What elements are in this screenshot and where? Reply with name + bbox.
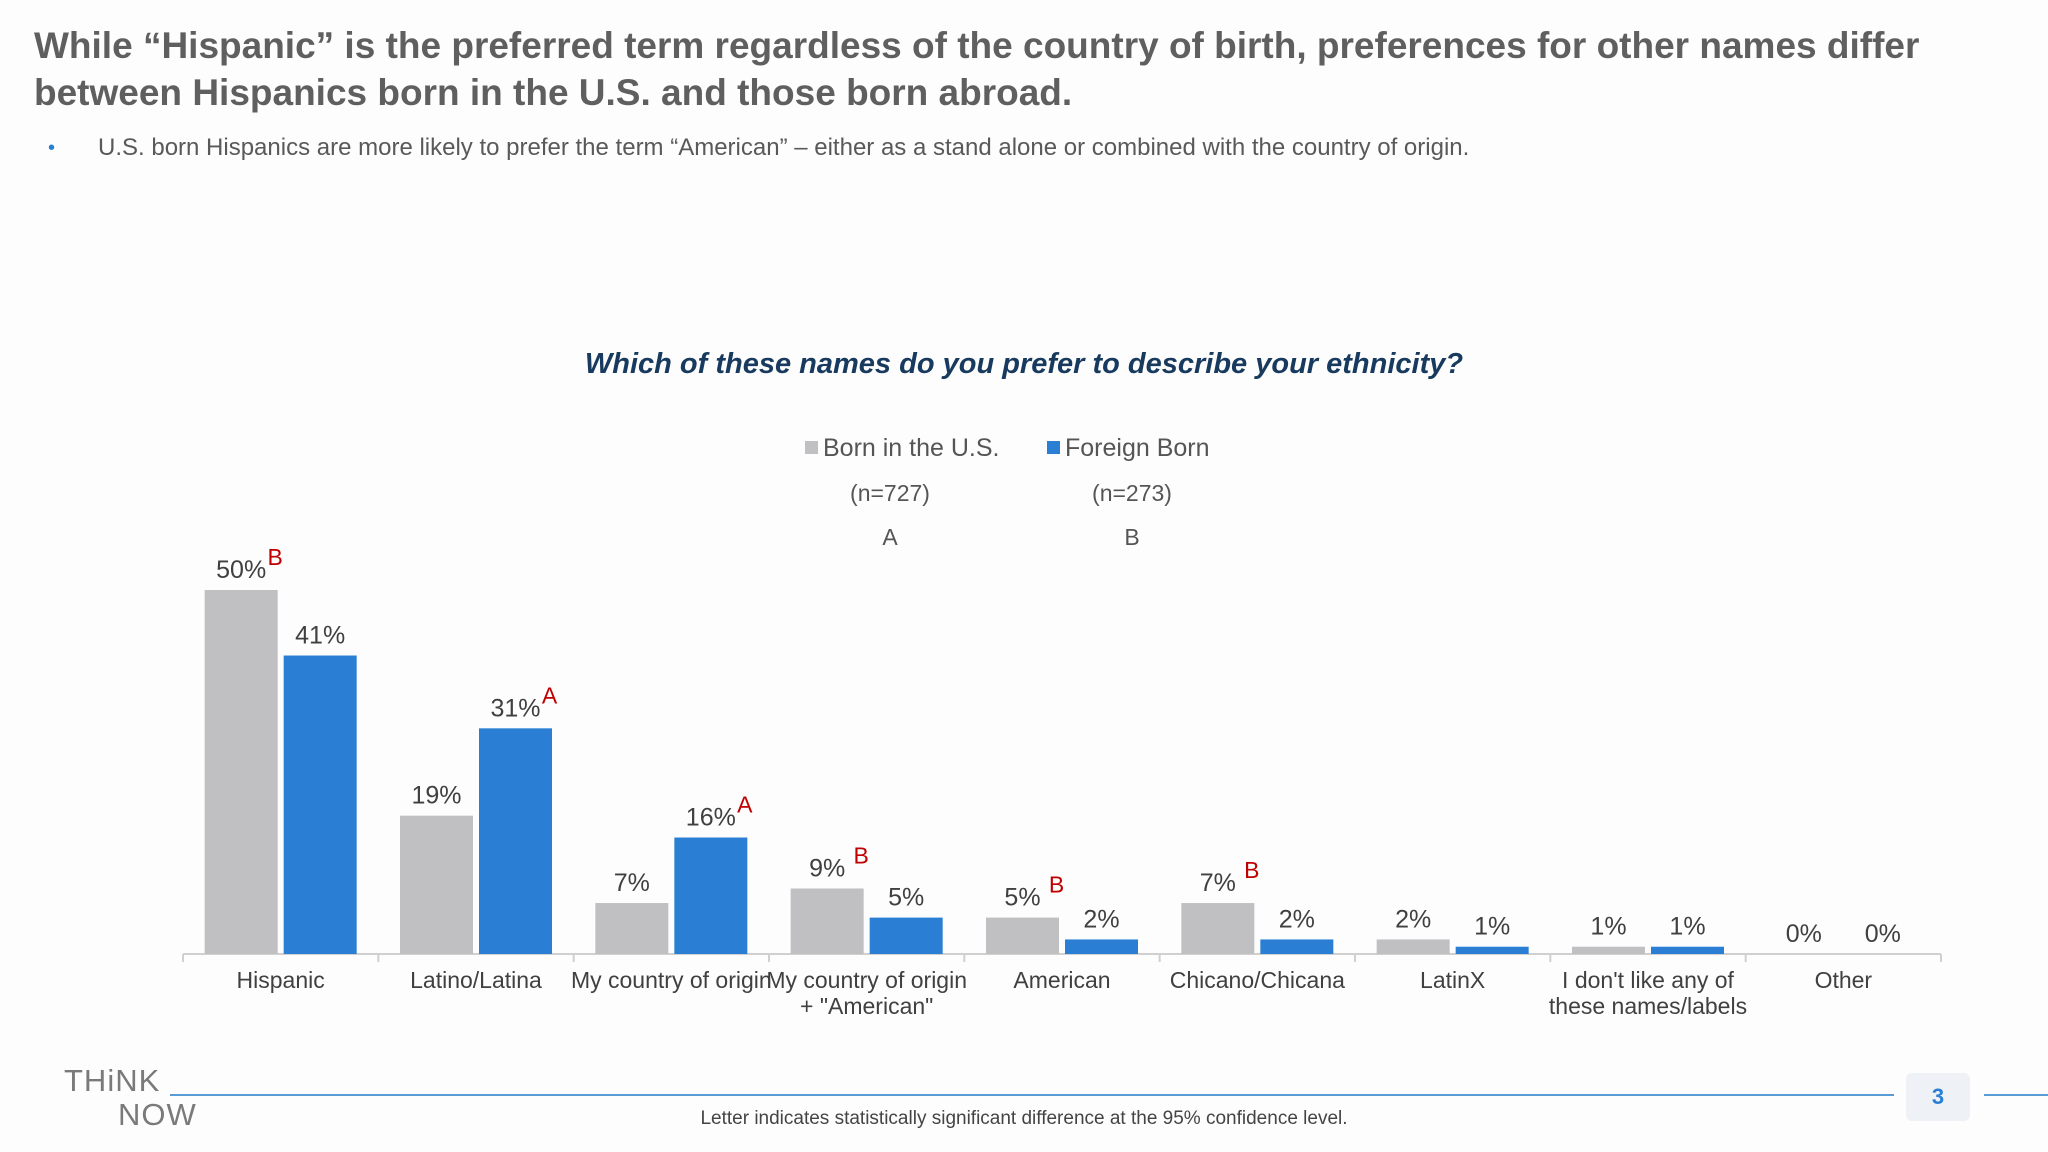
legend-label: Born in the U.S.	[823, 434, 999, 462]
data-label: 41%	[295, 622, 345, 650]
slide-headline: While “Hispanic” is the preferred term r…	[34, 25, 1920, 113]
significance-letter: B	[1049, 872, 1064, 898]
legend-label: Foreign Born	[1065, 434, 1210, 462]
bar-foreign-born	[1260, 939, 1334, 954]
bullet-icon: •	[48, 137, 56, 159]
legend-swatch	[805, 441, 818, 454]
data-label: 0%	[1786, 920, 1822, 948]
data-label: 1%	[1474, 913, 1510, 941]
data-label: 2%	[1083, 905, 1119, 933]
bar-foreign-born	[1455, 946, 1529, 954]
bar-foreign-born	[1651, 946, 1724, 954]
logo-line-2: NOW	[118, 1097, 197, 1132]
category-label: I don't like any of	[1562, 967, 1734, 993]
chart-title: Which of these names do you prefer to de…	[584, 348, 1464, 380]
category-label: My country of origin	[571, 967, 772, 993]
data-label: 5%	[1004, 884, 1040, 912]
significance-letter: B	[853, 842, 868, 868]
significance-letter: B	[267, 544, 282, 570]
page-number: 3	[1906, 1073, 1970, 1121]
data-label: 1%	[1590, 913, 1626, 941]
legend-sample-size: (n=273)	[1092, 480, 1172, 506]
bar-born-us	[1572, 946, 1645, 954]
data-label: 19%	[411, 782, 461, 810]
bar-born-us	[204, 590, 278, 954]
category-label: these names/labels	[1549, 993, 1747, 1019]
bar-born-us	[595, 903, 669, 954]
legend-sample-size: (n=727)	[850, 480, 930, 506]
category-label: American	[1013, 967, 1110, 993]
significance-letter: A	[737, 792, 753, 818]
data-label: 2%	[1395, 905, 1431, 933]
data-label: 5%	[888, 884, 924, 912]
bar-foreign-born	[479, 728, 552, 954]
bar-born-us	[1376, 939, 1450, 954]
bar-foreign-born	[283, 655, 357, 954]
category-label: Latino/Latina	[410, 967, 542, 993]
bar-born-us	[400, 815, 473, 954]
legend-swatch	[1047, 441, 1060, 454]
category-label: Hispanic	[237, 967, 325, 993]
significance-letter: B	[1244, 857, 1259, 883]
category-label: My country of origin	[766, 967, 967, 993]
bar-foreign-born	[674, 837, 748, 954]
significance-letter: A	[542, 682, 558, 708]
bar-born-us	[790, 888, 864, 954]
bar-born-us	[986, 917, 1059, 954]
data-label: 16%	[686, 804, 736, 832]
footnote: Letter indicates statistically significa…	[700, 1108, 1348, 1129]
logo: THiNK NOW	[64, 1063, 204, 1133]
category-label: Other	[1815, 967, 1873, 993]
logo-line-1: THiNK	[64, 1063, 161, 1098]
category-label: + "American"	[800, 993, 933, 1019]
data-label: 50%	[216, 556, 266, 584]
bar-foreign-born	[869, 917, 943, 954]
footer-rule-right	[1984, 1094, 2048, 1096]
data-label: 1%	[1669, 913, 1705, 941]
data-label: 9%	[809, 854, 845, 882]
data-label: 7%	[1200, 869, 1236, 897]
data-label: 2%	[1279, 905, 1315, 933]
bullet-text: U.S. born Hispanics are more likely to p…	[98, 134, 1470, 161]
bar-born-us	[1181, 903, 1255, 954]
legend-letter: B	[1124, 524, 1139, 550]
data-label: 0%	[1865, 920, 1901, 948]
category-label: LatinX	[1420, 967, 1485, 993]
data-label: 31%	[490, 694, 540, 722]
category-label: Chicano/Chicana	[1170, 967, 1345, 993]
legend-letter: A	[882, 524, 898, 550]
footer-rule-left	[170, 1094, 1894, 1096]
data-label: 7%	[614, 869, 650, 897]
bar-foreign-born	[1065, 939, 1138, 954]
